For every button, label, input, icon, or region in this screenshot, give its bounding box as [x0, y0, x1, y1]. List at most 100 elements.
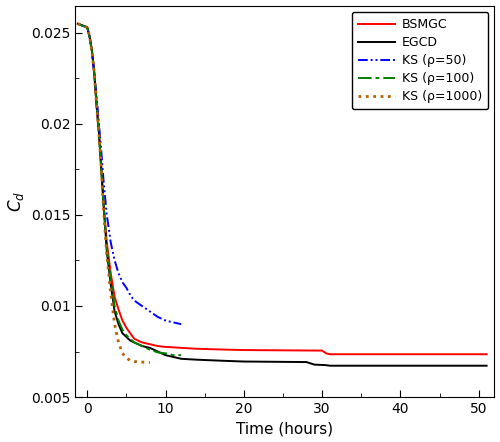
BSMGC: [104, 240, 110, 245]
KS (ρ=50): [112, 258, 117, 263]
EGCD: [162, 353, 168, 358]
Line: EGCD: EGCD: [78, 24, 486, 366]
EGCD: [104, 249, 110, 254]
KS (ρ=50): [178, 321, 184, 327]
KS (ρ=50): [162, 318, 168, 323]
BSMGC: [128, 331, 134, 336]
KS (ρ=1000): [128, 358, 134, 363]
EGCD: [98, 167, 104, 172]
BSMGC: [154, 343, 160, 349]
EGCD: [484, 363, 490, 368]
BSMGC: [484, 351, 490, 357]
KS (ρ=100): [86, 34, 92, 39]
KS (ρ=100): [98, 167, 104, 172]
BSMGC: [94, 103, 100, 108]
KS (ρ=1000): [92, 70, 98, 76]
KS (ρ=50): [154, 314, 160, 320]
BSMGC: [108, 271, 114, 276]
EGCD: [96, 130, 102, 136]
KS (ρ=100): [104, 245, 110, 250]
KS (ρ=50): [116, 271, 121, 276]
EGCD: [170, 354, 176, 360]
BSMGC: [75, 21, 81, 27]
EGCD: [89, 49, 95, 54]
BSMGC: [100, 203, 106, 209]
KS (ρ=100): [94, 103, 100, 108]
EGCD: [100, 203, 106, 209]
KS (ρ=100): [75, 21, 81, 27]
BSMGC: [170, 345, 176, 350]
BSMGC: [178, 345, 184, 351]
EGCD: [92, 70, 98, 76]
BSMGC: [84, 25, 90, 30]
EGCD: [312, 362, 318, 367]
KS (ρ=100): [162, 351, 168, 356]
BSMGC: [124, 325, 130, 331]
BSMGC: [96, 130, 102, 136]
BSMGC: [194, 346, 200, 351]
EGCD: [75, 21, 81, 27]
BSMGC: [92, 70, 98, 76]
KS (ρ=100): [116, 318, 121, 323]
EGCD: [94, 103, 100, 108]
KS (ρ=50): [147, 309, 153, 314]
Line: BSMGC: BSMGC: [78, 24, 486, 354]
KS (ρ=100): [178, 353, 184, 358]
KS (ρ=100): [154, 350, 160, 355]
KS (ρ=50): [94, 94, 100, 99]
KS (ρ=100): [124, 332, 130, 338]
BSMGC: [225, 347, 231, 352]
EGCD: [194, 357, 200, 362]
BSMGC: [162, 344, 168, 350]
KS (ρ=1000): [120, 351, 126, 356]
KS (ρ=100): [84, 25, 90, 30]
BSMGC: [86, 34, 92, 39]
BSMGC: [112, 294, 117, 300]
KS (ρ=100): [108, 276, 114, 281]
EGCD: [131, 340, 137, 345]
KS (ρ=50): [86, 34, 92, 39]
Line: KS (ρ=50): KS (ρ=50): [78, 24, 181, 324]
X-axis label: Time (hours): Time (hours): [236, 421, 334, 436]
KS (ρ=50): [100, 179, 106, 185]
BSMGC: [116, 307, 121, 312]
BSMGC: [89, 49, 95, 54]
KS (ρ=50): [89, 49, 95, 54]
EGCD: [120, 331, 126, 336]
EGCD: [178, 356, 184, 362]
KS (ρ=1000): [104, 252, 110, 258]
KS (ρ=50): [92, 70, 98, 76]
EGCD: [124, 334, 130, 339]
BSMGC: [323, 351, 329, 356]
KS (ρ=100): [120, 327, 126, 332]
KS (ρ=50): [120, 280, 126, 285]
Legend: BSMGC, EGCD, KS (ρ=50), KS (ρ=100), KS (ρ=1000): BSMGC, EGCD, KS (ρ=50), KS (ρ=100), KS (…: [352, 12, 488, 109]
BSMGC: [120, 318, 126, 323]
KS (ρ=100): [170, 353, 176, 358]
BSMGC: [241, 347, 247, 353]
EGCD: [241, 359, 247, 364]
KS (ρ=1000): [139, 359, 145, 365]
EGCD: [154, 349, 160, 354]
EGCD: [139, 343, 145, 349]
EGCD: [323, 362, 329, 368]
EGCD: [112, 309, 117, 314]
EGCD: [128, 338, 134, 343]
KS (ρ=1000): [108, 290, 114, 296]
EGCD: [84, 25, 90, 30]
KS (ρ=100): [89, 49, 95, 54]
KS (ρ=1000): [75, 21, 81, 27]
KS (ρ=1000): [86, 34, 92, 39]
BSMGC: [327, 351, 333, 357]
EGCD: [304, 359, 310, 365]
Line: KS (ρ=100): KS (ρ=100): [78, 24, 181, 355]
BSMGC: [98, 167, 104, 172]
KS (ρ=50): [75, 21, 81, 27]
KS (ρ=1000): [112, 321, 117, 327]
KS (ρ=100): [147, 347, 153, 352]
KS (ρ=50): [96, 121, 102, 126]
EGCD: [147, 345, 153, 351]
KS (ρ=1000): [84, 25, 90, 30]
KS (ρ=50): [131, 298, 137, 303]
KS (ρ=50): [84, 25, 90, 30]
